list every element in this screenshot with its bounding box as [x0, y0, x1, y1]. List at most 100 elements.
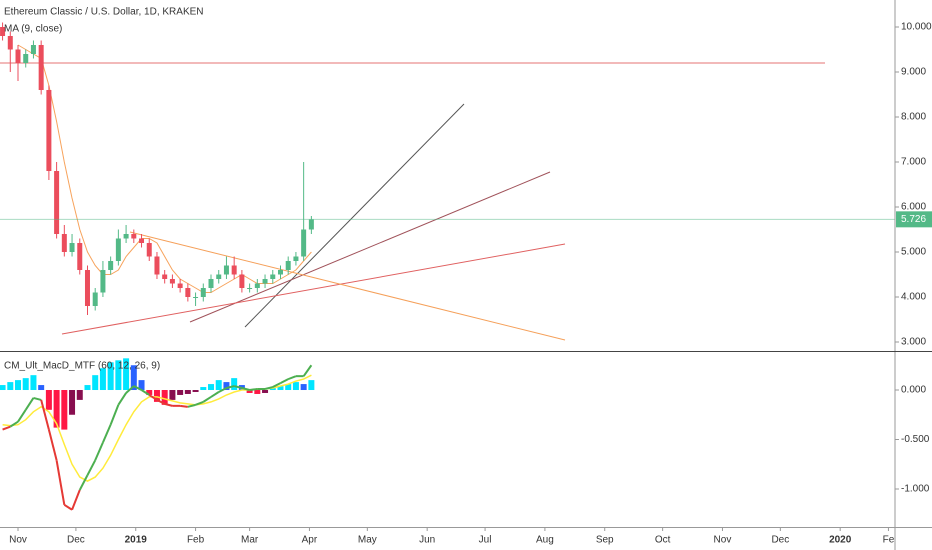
- x-tick-label: Apr: [302, 535, 318, 546]
- x-tick-label: Aug: [536, 535, 554, 546]
- candle-body: [200, 288, 206, 297]
- candle-body: [38, 45, 44, 90]
- candle-body: [162, 274, 168, 279]
- candle-body: [293, 256, 299, 261]
- histogram-bar: [99, 368, 106, 391]
- macd-segment: [280, 378, 289, 384]
- x-tick-label: Jul: [479, 535, 492, 546]
- macd-segment: [202, 396, 212, 403]
- macd-segment: [117, 392, 127, 406]
- histogram-bar: [138, 380, 145, 391]
- trend-line: [189, 171, 551, 323]
- last-price-box: [896, 211, 932, 228]
- x-tick-label: Fe: [883, 535, 895, 546]
- macd-segment: [156, 399, 166, 405]
- histogram-bar: [107, 362, 114, 391]
- x-tick-label: Oct: [655, 535, 671, 546]
- ma-line: [17, 44, 312, 293]
- histogram-bar: [15, 380, 22, 391]
- histogram-bar: [285, 384, 292, 391]
- candle-body: [23, 54, 29, 63]
- macd-segment: [226, 385, 235, 389]
- macd-segment: [94, 442, 104, 461]
- candle-body: [100, 270, 106, 293]
- histogram-bar: [231, 378, 238, 391]
- macd-segment: [302, 364, 313, 377]
- marks: [0, 22, 895, 511]
- trend-line: [61, 243, 566, 335]
- candle-body: [247, 288, 253, 289]
- histogram-bar: [308, 380, 315, 391]
- macd-segment: [187, 403, 196, 408]
- candle-body: [154, 256, 160, 275]
- macd-segment: [233, 385, 243, 389]
- histogram-bar: [115, 360, 122, 391]
- histogram-bar: [92, 375, 99, 391]
- macd-segment: [148, 394, 158, 401]
- candle-body: [277, 270, 283, 275]
- macd-segment: [140, 389, 150, 396]
- candle-body: [7, 36, 13, 50]
- x-tick-label: Feb: [187, 535, 205, 546]
- x-tick-label: Jun: [419, 535, 435, 546]
- x-tick-label: 2019: [125, 535, 148, 546]
- candle-body: [262, 279, 268, 284]
- chart-title: Ethereum Classic / U.S. Dollar, 1D, KRAK…: [4, 7, 204, 18]
- macd-segment: [125, 385, 135, 394]
- candle-body: [115, 238, 121, 261]
- histogram-bar: [300, 384, 307, 391]
- histogram-bar: [84, 385, 91, 391]
- candle-body: [270, 274, 276, 279]
- histogram-bar: [7, 382, 14, 391]
- histogram-bar: [123, 358, 130, 391]
- trend-line: [129, 231, 566, 341]
- macd-segment: [210, 391, 220, 398]
- candle-body: [108, 261, 114, 270]
- macd-segment: [133, 385, 142, 391]
- histogram-bar: [30, 375, 37, 391]
- y-tick-label: 10.000: [901, 22, 932, 33]
- macd-segment: [241, 387, 250, 391]
- histogram-bar: [130, 365, 137, 391]
- histogram-bar: [169, 390, 176, 400]
- candle-body: [223, 265, 229, 275]
- macd-segment: [17, 409, 27, 423]
- y-tick-label: 9.000: [901, 67, 926, 78]
- macd-segment: [9, 420, 19, 428]
- histogram-bar: [161, 390, 168, 405]
- candle-body: [308, 219, 314, 230]
- macd-segment: [164, 402, 173, 407]
- histogram-bar: [45, 390, 52, 410]
- candle-body: [139, 238, 145, 243]
- macd-segment: [47, 429, 58, 461]
- x-tick-label: May: [358, 535, 377, 546]
- macd-segment: [272, 382, 281, 388]
- histogram-bar: [215, 380, 222, 391]
- histogram-bar: [177, 390, 184, 395]
- candle-body: [131, 234, 137, 239]
- macd-segment: [24, 397, 35, 411]
- macd-segment: [33, 396, 42, 401]
- x-tick-label: Nov: [714, 535, 732, 546]
- y-tick-label: 8.000: [901, 112, 926, 123]
- candle-body: [123, 234, 129, 239]
- x-tick-label: Dec: [67, 535, 85, 546]
- x-tick-label: Sep: [596, 535, 614, 546]
- candle-body: [69, 243, 75, 252]
- macd-segment: [249, 388, 258, 392]
- histogram-bar: [53, 390, 60, 428]
- histogram-bar: [292, 382, 299, 391]
- macd-segment: [2, 425, 11, 431]
- candle-body: [208, 279, 214, 288]
- candle-body: [193, 297, 199, 298]
- macd-segment: [55, 460, 66, 505]
- macd-segment: [71, 489, 81, 511]
- candle-body: [54, 171, 60, 234]
- macd-segment: [264, 386, 274, 390]
- candle-body: [231, 265, 237, 275]
- histogram-bar: [200, 387, 207, 391]
- macd-segment: [218, 387, 227, 393]
